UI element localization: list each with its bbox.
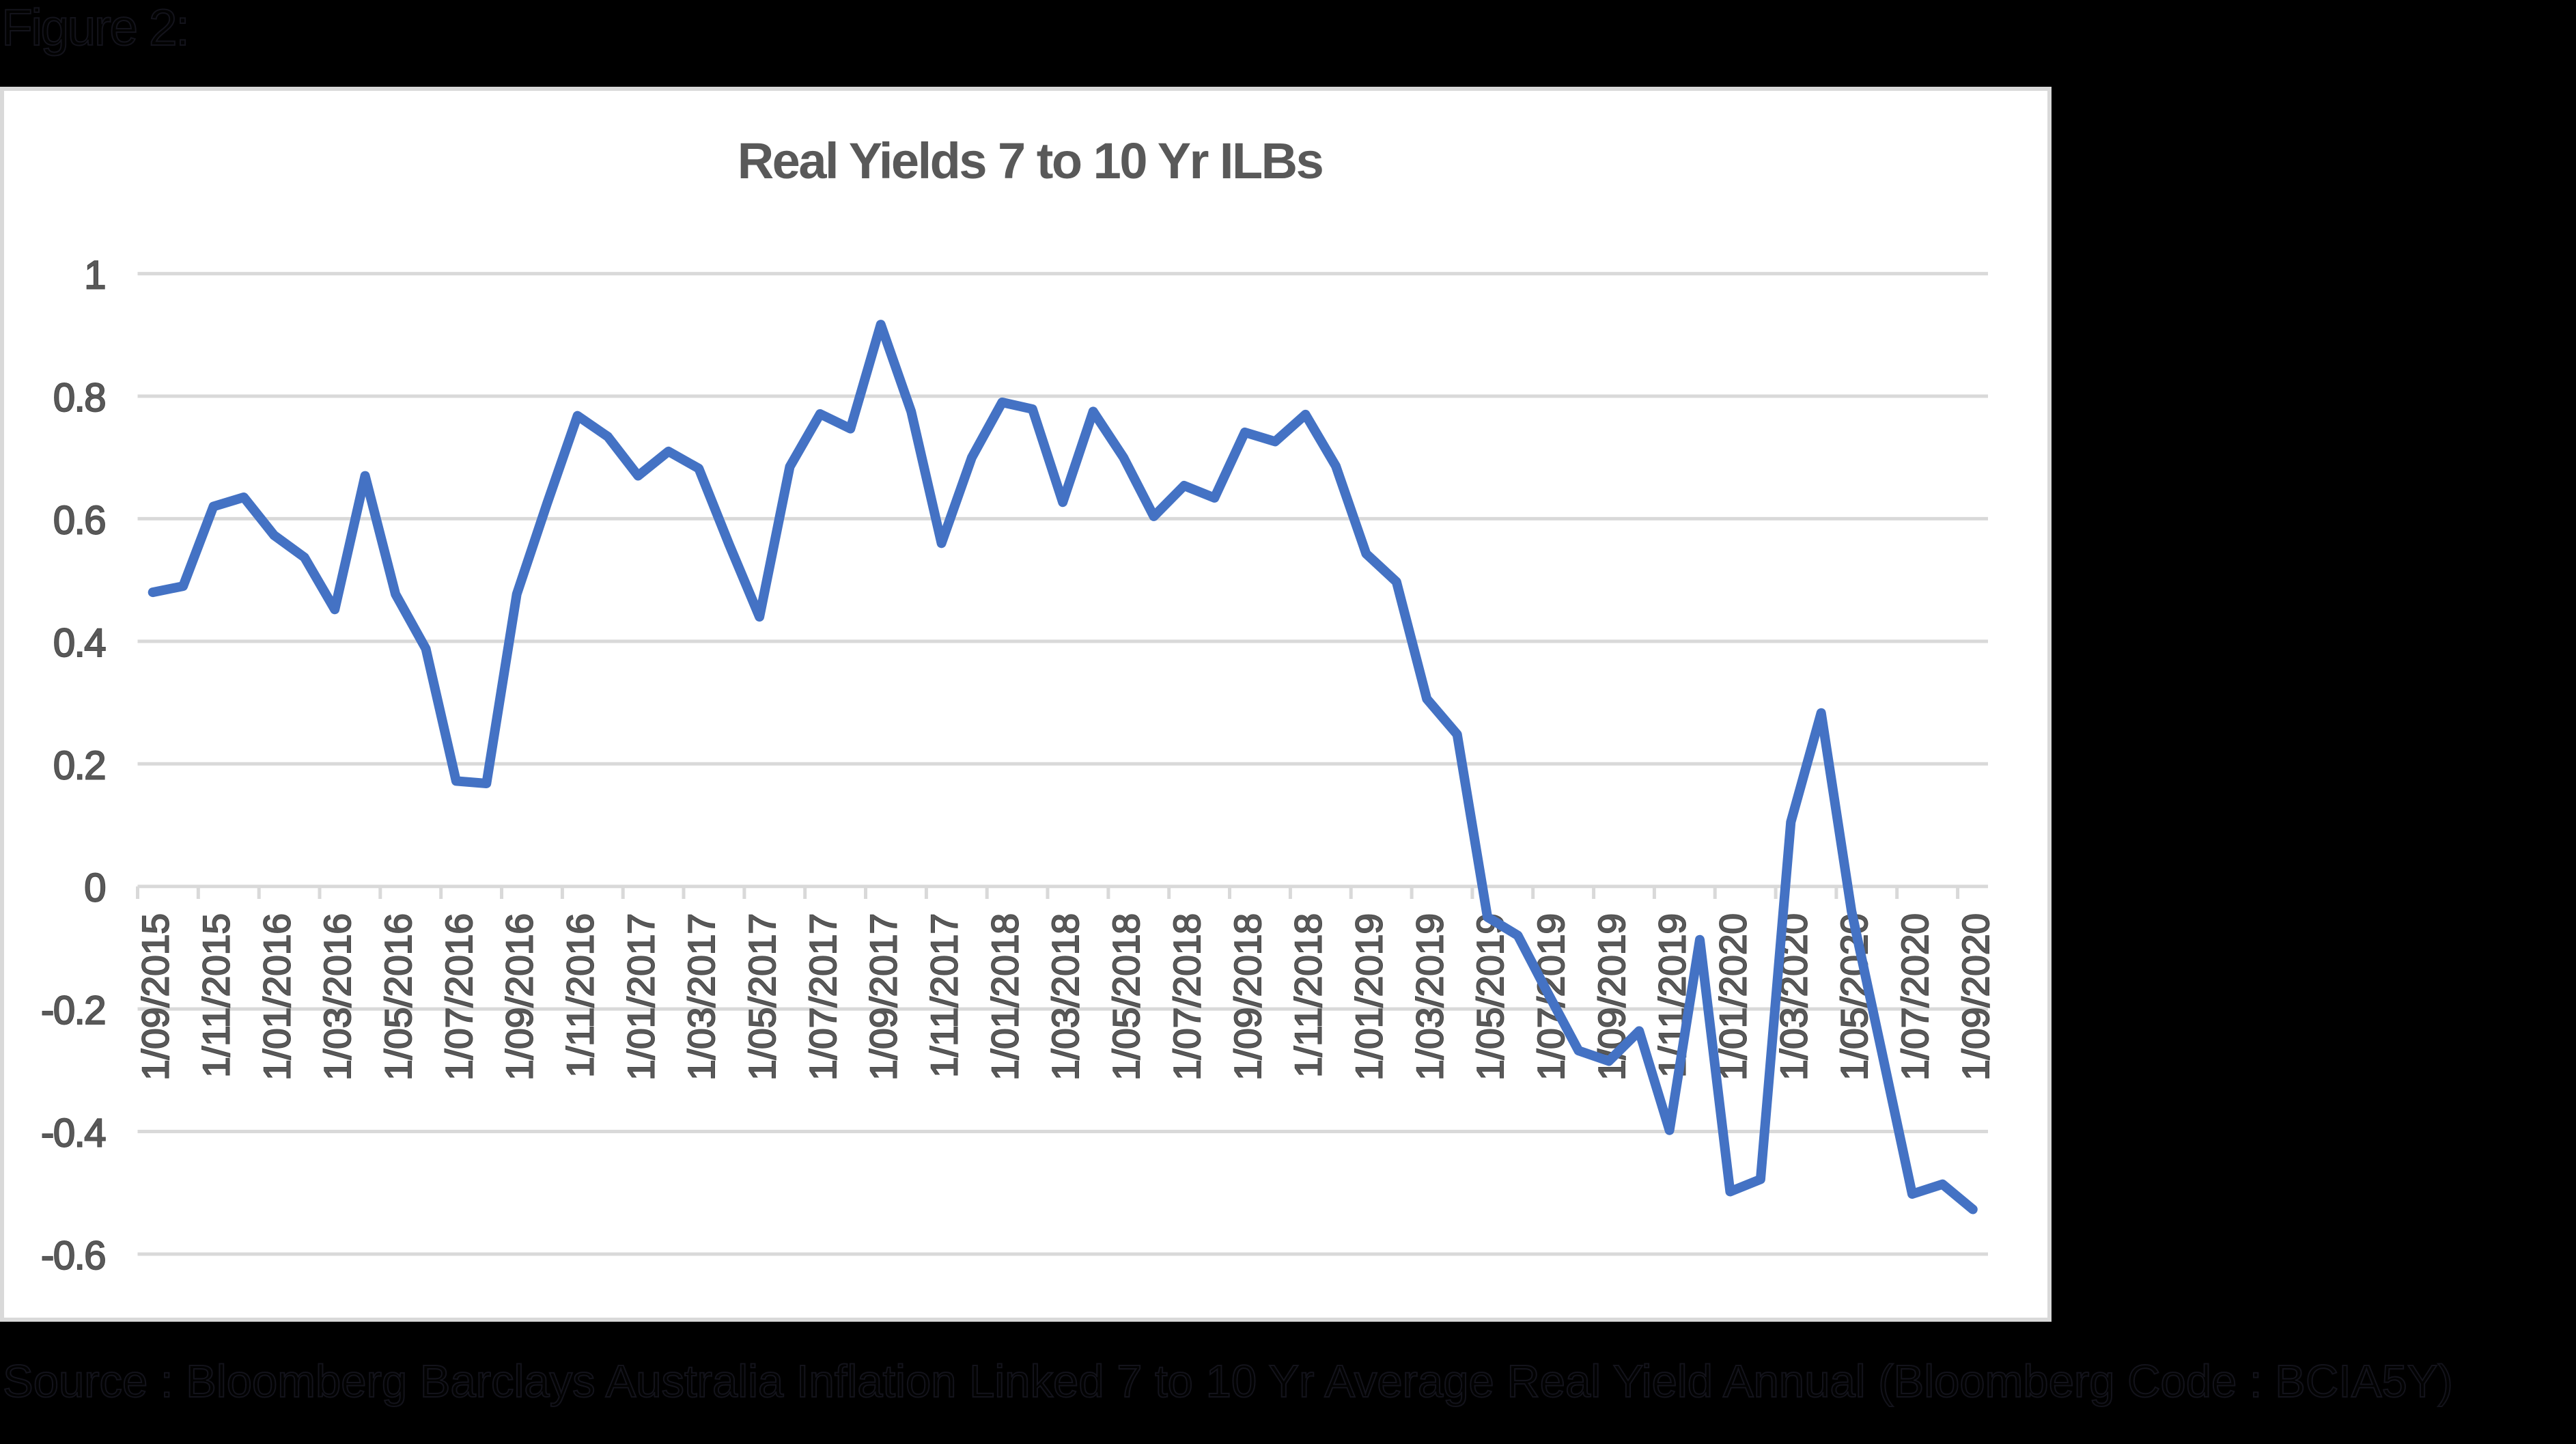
svg-text:0.8: 0.8 xyxy=(53,376,105,420)
svg-text:1/03/2018: 1/03/2018 xyxy=(1044,913,1087,1081)
svg-text:1/01/2018: 1/01/2018 xyxy=(983,913,1026,1081)
svg-text:1: 1 xyxy=(84,253,105,298)
svg-text:1/05/2016: 1/05/2016 xyxy=(377,913,419,1081)
svg-text:1/11/2018: 1/11/2018 xyxy=(1287,913,1330,1078)
svg-text:1/07/2017: 1/07/2017 xyxy=(802,913,844,1081)
svg-text:1/01/2019: 1/01/2019 xyxy=(1347,913,1390,1081)
svg-text:1/05/2018: 1/05/2018 xyxy=(1105,913,1147,1081)
svg-text:Figure 2:: Figure 2: xyxy=(1,0,188,56)
svg-text:1/09/2016: 1/09/2016 xyxy=(499,913,541,1081)
svg-text:1/05/2017: 1/05/2017 xyxy=(741,913,783,1081)
svg-text:-0.4: -0.4 xyxy=(41,1111,105,1156)
svg-text:1/01/2016: 1/01/2016 xyxy=(255,913,298,1081)
svg-text:1/11/2016: 1/11/2016 xyxy=(559,913,602,1078)
svg-text:1/09/2015: 1/09/2015 xyxy=(135,913,177,1081)
svg-text:-0.2: -0.2 xyxy=(41,988,105,1033)
svg-text:1/03/2017: 1/03/2017 xyxy=(680,913,723,1081)
svg-text:1/07/2016: 1/07/2016 xyxy=(438,913,480,1081)
svg-text:0.4: 0.4 xyxy=(53,621,105,665)
svg-text:0: 0 xyxy=(84,866,105,911)
svg-text:0.6: 0.6 xyxy=(53,498,105,542)
svg-text:1/03/2019: 1/03/2019 xyxy=(1408,913,1451,1081)
svg-text:-0.6: -0.6 xyxy=(41,1234,105,1278)
svg-text:1/09/2017: 1/09/2017 xyxy=(863,913,905,1081)
svg-text:Source : Bloomberg Barclays Au: Source : Bloomberg Barclays Australia In… xyxy=(3,1356,2453,1407)
svg-text:1/09/2020: 1/09/2020 xyxy=(1955,913,1997,1081)
svg-text:1/05/2019: 1/05/2019 xyxy=(1469,913,1511,1081)
svg-text:1/01/2020: 1/01/2020 xyxy=(1711,913,1754,1081)
svg-text:1/11/2015: 1/11/2015 xyxy=(195,913,238,1078)
svg-text:Real Yields 7 to 10 Yr ILBs: Real Yields 7 to 10 Yr ILBs xyxy=(738,133,1323,189)
svg-text:1/07/2018: 1/07/2018 xyxy=(1166,913,1208,1081)
svg-text:1/07/2020: 1/07/2020 xyxy=(1894,913,1936,1081)
svg-text:1/11/2017: 1/11/2017 xyxy=(923,913,966,1078)
svg-text:0.2: 0.2 xyxy=(53,743,105,788)
svg-text:1/03/2016: 1/03/2016 xyxy=(316,913,359,1081)
svg-text:1/01/2017: 1/01/2017 xyxy=(619,913,662,1081)
svg-text:1/09/2018: 1/09/2018 xyxy=(1227,913,1269,1081)
